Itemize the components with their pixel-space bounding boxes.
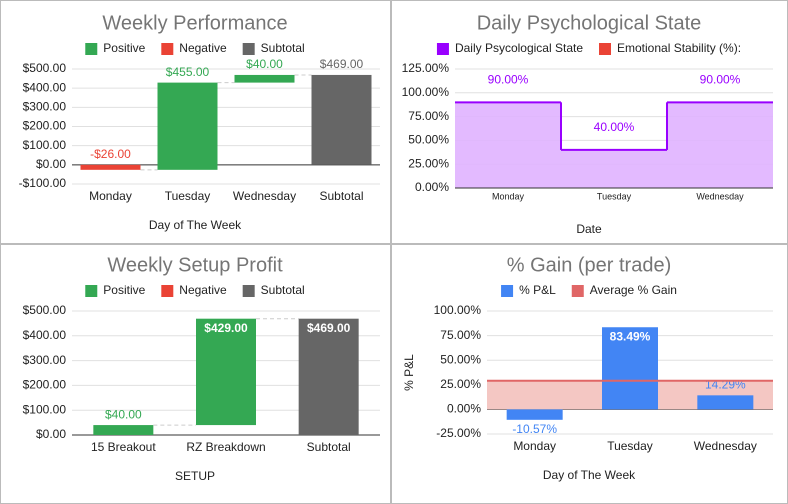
value-label: $429.00: [204, 321, 248, 335]
legend-swatch: [85, 285, 98, 297]
x-tick-label: Wednesday: [696, 191, 744, 201]
y-tick-label: -25.00%: [436, 426, 481, 440]
y-tick-label: 100.00%: [402, 85, 450, 99]
value-label: $40.00: [105, 407, 142, 421]
value-label: 90.00%: [700, 72, 741, 86]
x-axis-title: Day of The Week: [543, 468, 636, 482]
chart-title: Weekly Setup Profit: [107, 254, 283, 276]
legend-label: Subtotal: [261, 283, 305, 297]
legend-label: Positive: [103, 41, 145, 55]
y-tick-label: $400.00: [23, 80, 67, 94]
value-label: 90.00%: [488, 72, 529, 86]
x-tick-label: RZ Breakdown: [186, 440, 265, 454]
value-label: 40.00%: [594, 120, 635, 134]
bar: [697, 395, 754, 410]
area: [561, 149, 667, 188]
value-label: 83.49%: [610, 329, 651, 343]
y-tick-label: 0.00%: [415, 180, 449, 194]
value-label: $469.00: [320, 57, 364, 71]
legend-swatch: [436, 43, 449, 55]
legend-swatch: [161, 285, 174, 297]
bar: [93, 425, 154, 435]
y-tick-label: $300.00: [23, 100, 67, 114]
x-axis-title: SETUP: [175, 469, 215, 483]
x-tick-label: Subtotal: [319, 189, 363, 203]
x-tick-label: Subtotal: [307, 440, 351, 454]
chart-title: Weekly Performance: [102, 12, 287, 34]
y-tick-label: $200.00: [23, 119, 67, 133]
value-label: 14.29%: [705, 378, 746, 392]
y-tick-label: $400.00: [23, 328, 67, 342]
bar: [80, 164, 141, 170]
y-tick-label: $500.00: [23, 303, 67, 317]
value-label: -10.57%: [512, 422, 557, 436]
x-tick-label: Tuesday: [165, 189, 211, 203]
value-label: $469.00: [307, 321, 351, 335]
x-axis-title: Date: [576, 222, 602, 236]
value-label: $40.00: [246, 57, 283, 71]
value-label: -$26.00: [90, 147, 131, 161]
legend-swatch: [501, 285, 514, 297]
y-tick-label: $100.00: [23, 402, 67, 416]
y-axis-title: % P&L: [402, 354, 416, 391]
legend-swatch: [571, 285, 584, 297]
y-tick-label: 75.00%: [440, 328, 481, 342]
x-tick-label: Monday: [492, 191, 525, 201]
legend-label: % P&L: [519, 283, 556, 297]
bar: [234, 74, 295, 83]
legend-label: Subtotal: [261, 41, 305, 55]
y-tick-label: 125.00%: [402, 61, 450, 75]
bar: [298, 318, 359, 435]
y-tick-label: 75.00%: [408, 109, 449, 123]
y-tick-label: $0.00: [36, 427, 66, 441]
bar: [157, 82, 218, 170]
legend-swatch: [242, 285, 255, 297]
legend-label: Negative: [179, 283, 227, 297]
y-tick-label: $200.00: [23, 378, 67, 392]
y-tick-label: 50.00%: [440, 352, 481, 366]
panel: [0, 0, 391, 244]
x-tick-label: Monday: [513, 439, 556, 453]
legend-label: Average % Gain: [590, 283, 677, 297]
x-tick-label: Tuesday: [597, 191, 632, 201]
area: [667, 102, 773, 188]
y-tick-label: 50.00%: [408, 133, 449, 147]
chart-title: Daily Psychological State: [477, 12, 702, 34]
y-tick-label: 100.00%: [434, 303, 482, 317]
y-tick-label: $300.00: [23, 353, 67, 367]
legend-swatch: [161, 43, 174, 55]
y-tick-label: -$100.00: [19, 176, 67, 190]
bar: [602, 327, 658, 410]
area: [455, 102, 561, 188]
legend-label: Emotional Stability (%):: [617, 41, 741, 55]
x-tick-label: Monday: [89, 189, 132, 203]
bar: [506, 409, 563, 420]
legend-swatch: [242, 43, 255, 55]
y-tick-label: $500.00: [23, 61, 67, 75]
legend-label: Daily Psycological State: [455, 41, 583, 55]
chart-title: % Gain (per trade): [507, 254, 672, 276]
x-tick-label: Wednesday: [694, 439, 757, 453]
bar: [311, 74, 372, 165]
x-tick-label: Wednesday: [233, 189, 296, 203]
bar: [196, 318, 256, 426]
y-tick-label: 0.00%: [447, 402, 481, 416]
x-tick-label: 15 Breakout: [91, 440, 156, 454]
y-tick-label: $0.00: [36, 157, 66, 171]
legend-swatch: [599, 43, 612, 55]
legend-label: Negative: [179, 41, 227, 55]
y-tick-label: 25.00%: [440, 377, 481, 391]
x-tick-label: Tuesday: [607, 439, 653, 453]
legend-label: Positive: [103, 283, 145, 297]
y-tick-label: $100.00: [23, 138, 67, 152]
y-tick-label: 25.00%: [408, 156, 449, 170]
x-axis-title: Day of The Week: [149, 218, 242, 232]
legend-swatch: [85, 43, 98, 55]
value-label: $455.00: [166, 65, 210, 79]
